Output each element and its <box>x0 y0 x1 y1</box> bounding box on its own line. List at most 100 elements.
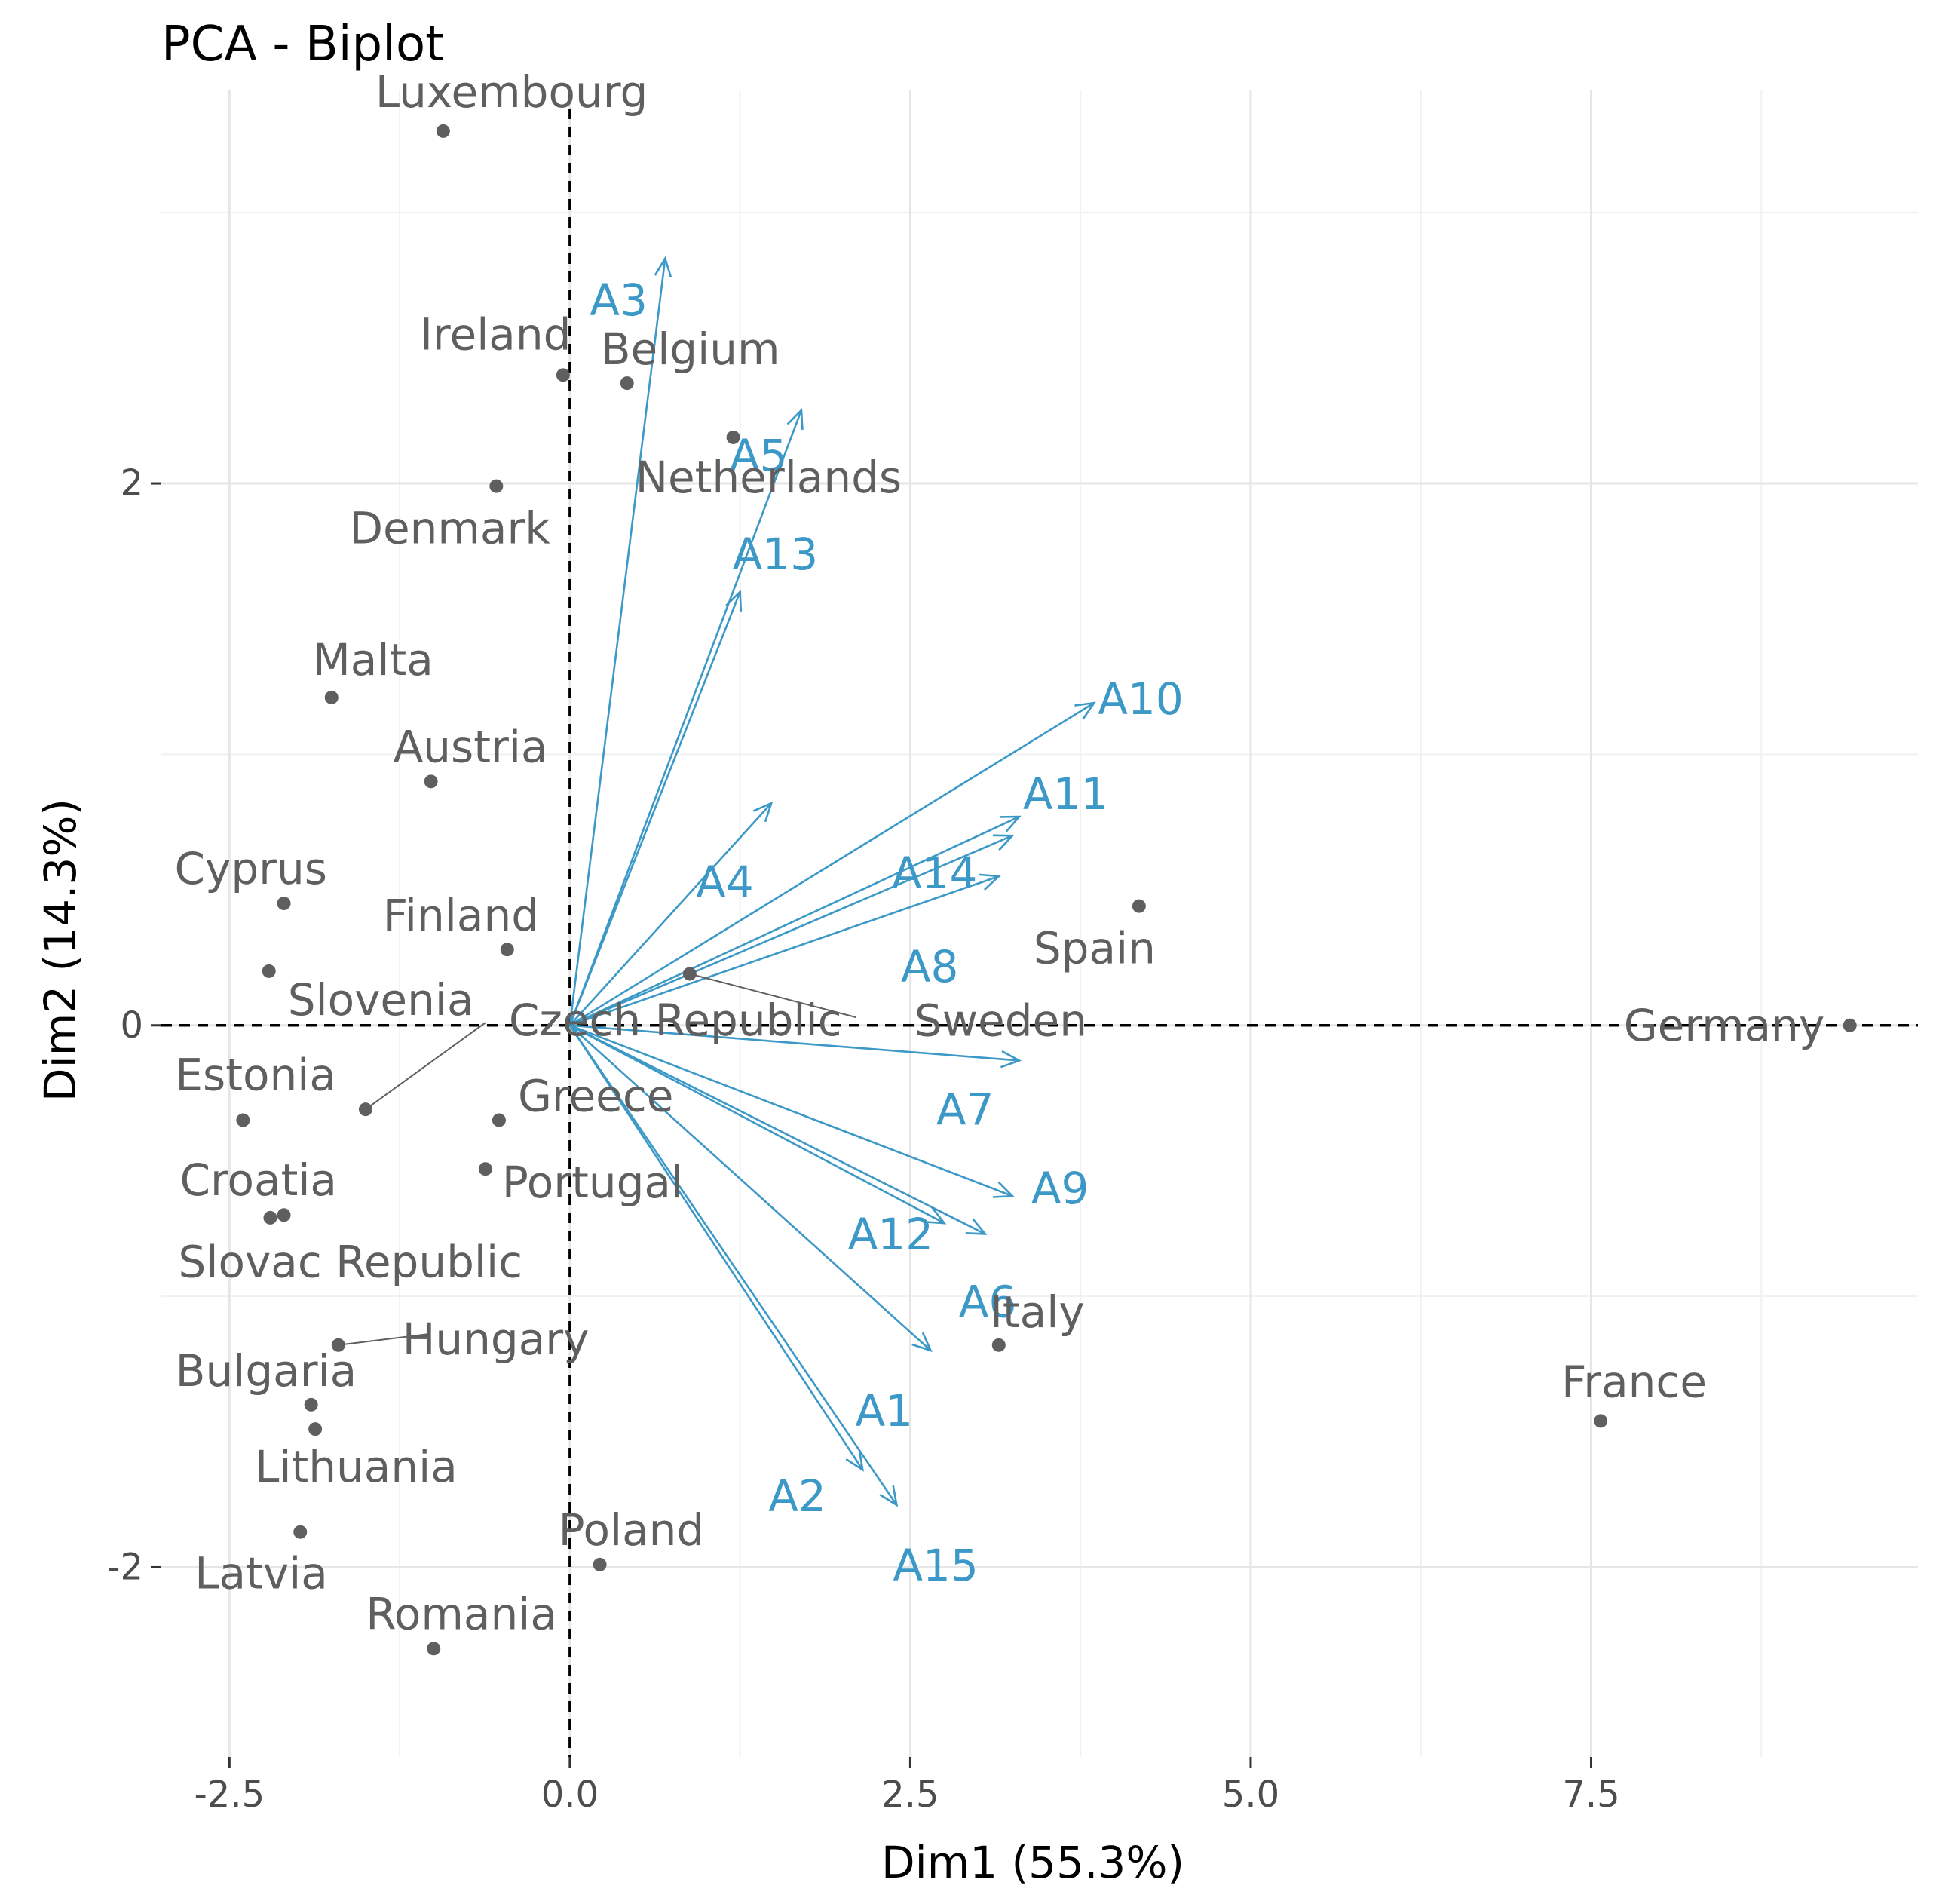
x-tick-label: -2.5 <box>194 1774 265 1816</box>
individual-labels-layer: Luxembourg Ireland Belgium Netherlands Denma… <box>175 66 1825 1639</box>
x-tick-label: 5.0 <box>1222 1774 1279 1816</box>
variable-label-a4: A4 <box>696 857 754 908</box>
point-greece <box>492 1113 506 1127</box>
label-cyprus: Cyprus <box>175 843 327 894</box>
label-luxembourg: Luxembourg <box>375 66 648 118</box>
variable-label-a8: A8 <box>901 941 959 992</box>
point-luxembourg <box>436 124 450 138</box>
variable-arrowhead-a9 <box>992 1181 1015 1198</box>
x-tick-label: 2.5 <box>881 1774 939 1816</box>
variable-label-a15: A15 <box>893 1540 978 1591</box>
label-portugal: Portugal <box>502 1157 683 1208</box>
point-cyprus <box>277 897 291 911</box>
point-slovac-republic <box>277 1208 291 1222</box>
label-sweden: Sweden <box>914 995 1087 1046</box>
y-tick-label: 2 <box>120 462 143 504</box>
label-bulgaria: Bulgaria <box>176 1345 357 1397</box>
variable-arrow-a15 <box>568 1025 898 1506</box>
point-austria <box>424 774 438 789</box>
variable-arrow-a12 <box>569 1024 945 1225</box>
point-lithuania <box>308 1422 323 1436</box>
label-estonia: Estonia <box>175 1050 336 1101</box>
y-tick-label: 0 <box>120 1004 143 1047</box>
variable-arrow-a2 <box>568 1025 864 1470</box>
point-bulgaria <box>304 1397 318 1412</box>
individual-points-layer <box>236 124 1857 1656</box>
variable-label-a6: A6 <box>959 1276 1017 1327</box>
point-malta <box>324 690 339 704</box>
variable-arrowhead-a6 <box>965 1218 988 1235</box>
variable-arrow-a9 <box>569 1024 1013 1197</box>
variable-arrow-a1 <box>568 1024 932 1351</box>
label-belgium: Belgium <box>601 323 780 375</box>
variable-arrowhead-a11 <box>999 815 1022 832</box>
label-italy: Italy <box>990 1286 1085 1338</box>
variable-arrowhead-a1 <box>911 1332 933 1353</box>
label-romania: Romania <box>366 1588 557 1639</box>
variable-label-a7: A7 <box>936 1084 994 1135</box>
point-italy <box>991 1338 1006 1352</box>
label-germany: Germany <box>1624 1000 1825 1051</box>
point-estonia <box>236 1113 250 1127</box>
variable-arrowhead-a3 <box>654 256 672 278</box>
point-germany <box>1843 1018 1857 1032</box>
variable-arrow-a7 <box>569 1024 1020 1062</box>
point-denmark <box>489 479 504 493</box>
variable-arrowhead-a13 <box>725 589 743 612</box>
point-romania <box>427 1642 441 1656</box>
label-denmark: Denmark <box>349 503 550 554</box>
variable-arrow-a8 <box>569 875 1000 1026</box>
x-tick-label: 0.0 <box>541 1774 599 1816</box>
point-france <box>1594 1414 1608 1428</box>
x-axis-label: Dim1 (55.3%) <box>881 1837 1184 1888</box>
label-sweden-connector <box>689 973 856 1018</box>
variable-arrowhead-a15 <box>879 1485 899 1507</box>
label-france: France <box>1561 1356 1707 1407</box>
variable-label-a2: A2 <box>768 1470 826 1522</box>
variable-label-a10: A10 <box>1098 673 1183 725</box>
variable-arrow-a6 <box>569 1024 986 1235</box>
chart-title: PCA - Biplot <box>161 17 444 72</box>
variable-arrowhead-a4 <box>752 801 774 823</box>
variable-label-a11: A11 <box>1023 768 1108 820</box>
point-finland <box>500 943 514 957</box>
y-tick-label: -2 <box>107 1546 143 1588</box>
label-poland: Poland <box>559 1504 705 1556</box>
variable-arrow-a14 <box>569 835 1013 1026</box>
label-finland: Finland <box>383 890 539 941</box>
point-spain <box>1132 899 1146 913</box>
label-czech-republic-connector <box>365 1022 486 1110</box>
variable-arrowhead-a7 <box>1000 1050 1022 1069</box>
label-ireland: Ireland <box>420 308 571 360</box>
variable-label-a12: A12 <box>848 1209 933 1260</box>
variable-arrowhead-a8 <box>979 873 1001 891</box>
variable-arrows-layer <box>568 256 1096 1507</box>
variable-arrowhead-a12 <box>924 1206 947 1225</box>
y-axis-label: Dim2 (14.3%) <box>35 799 86 1102</box>
label-hungary-connector <box>338 1333 427 1346</box>
variable-arrowhead-a10 <box>1074 701 1096 720</box>
point-belgium <box>620 376 634 391</box>
point-portugal <box>478 1162 492 1176</box>
zero-lines-layer <box>161 90 1918 1757</box>
variable-arrow-a11 <box>569 815 1020 1026</box>
variable-arrow-a3 <box>568 258 666 1026</box>
variable-label-a1: A1 <box>856 1385 914 1436</box>
axes-layer: -2.5 0.0 2.5 5.0 7.5 -2 0 2 <box>107 462 1620 1816</box>
label-slovenia: Slovenia <box>288 974 474 1026</box>
label-czech-republic: Czech Republic <box>509 995 842 1046</box>
variable-arrow-a13 <box>568 591 741 1026</box>
label-hungary: Hungary <box>403 1314 590 1365</box>
variable-label-a9: A9 <box>1031 1163 1089 1214</box>
point-ireland <box>556 368 570 382</box>
variable-arrowhead-a5 <box>786 408 804 431</box>
variable-label-a13: A13 <box>733 529 818 580</box>
point-croatia <box>263 1210 277 1225</box>
variable-labels-layer: A3 A5 A13 A10 A11 A14 A8 A4 A7 A9 A12 A6 A1 A2 A15 <box>590 274 1183 1591</box>
label-greece: Greece <box>518 1071 673 1122</box>
label-spain: Spain <box>1034 923 1156 974</box>
variable-arrow-a5 <box>568 409 803 1026</box>
label-croatia: Croatia <box>179 1154 337 1206</box>
